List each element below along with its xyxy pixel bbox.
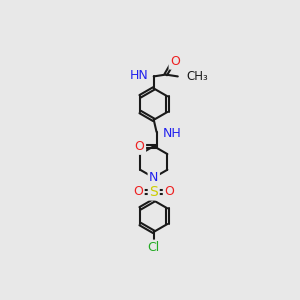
Text: HN: HN <box>130 68 149 82</box>
Text: O: O <box>135 140 145 153</box>
Text: O: O <box>164 185 174 198</box>
Text: S: S <box>149 185 158 199</box>
Text: O: O <box>170 55 180 68</box>
Text: Cl: Cl <box>148 241 160 254</box>
Text: CH₃: CH₃ <box>187 70 208 83</box>
Text: NH: NH <box>163 127 182 140</box>
Text: O: O <box>133 185 143 198</box>
Text: N: N <box>149 171 158 184</box>
